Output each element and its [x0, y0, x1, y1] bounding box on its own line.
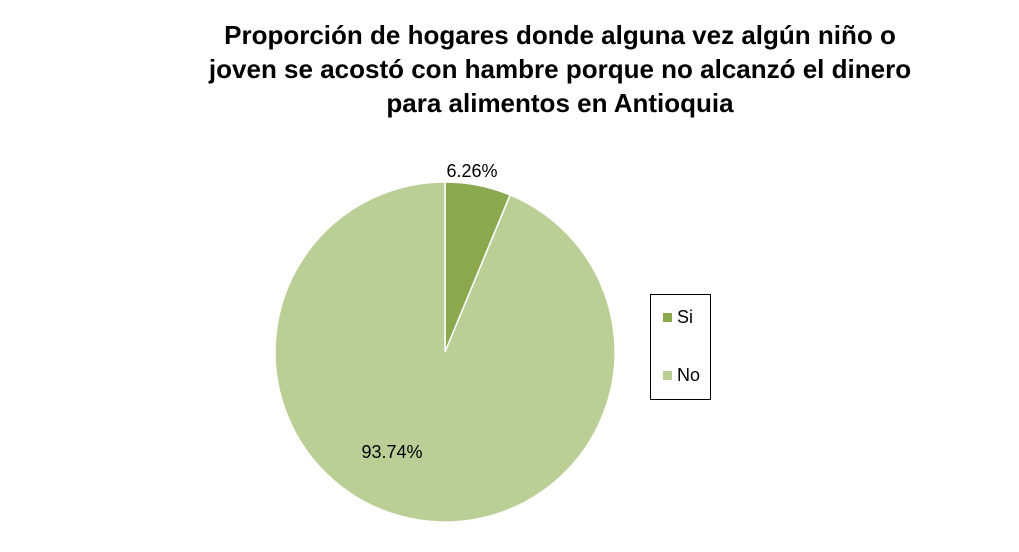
legend-swatch-si	[663, 312, 672, 322]
data-label-si: 6.26%	[446, 161, 497, 181]
chart-title-line-2: joven se acostó con hambre porque no alc…	[208, 54, 912, 84]
chart-title-line-1: Proporción de hogares donde alguna vez a…	[224, 20, 896, 50]
legend: Si No	[650, 294, 711, 400]
chart-title: Proporción de hogares donde alguna vez a…	[110, 18, 1010, 120]
legend-item-no: No	[663, 365, 700, 385]
chart-title-line-3: para alimentos en Antioquia	[386, 88, 734, 118]
legend-label-no: No	[677, 364, 701, 385]
pie-labels: 6.26% 93.74%	[361, 161, 497, 462]
legend-item-si: Si	[663, 307, 693, 327]
pie-slice-no	[274, 181, 616, 523]
legend-label-si: Si	[677, 306, 694, 327]
pie-slices	[274, 181, 616, 523]
data-label-no: 93.74%	[361, 442, 422, 462]
legend-swatch-no	[663, 370, 672, 380]
